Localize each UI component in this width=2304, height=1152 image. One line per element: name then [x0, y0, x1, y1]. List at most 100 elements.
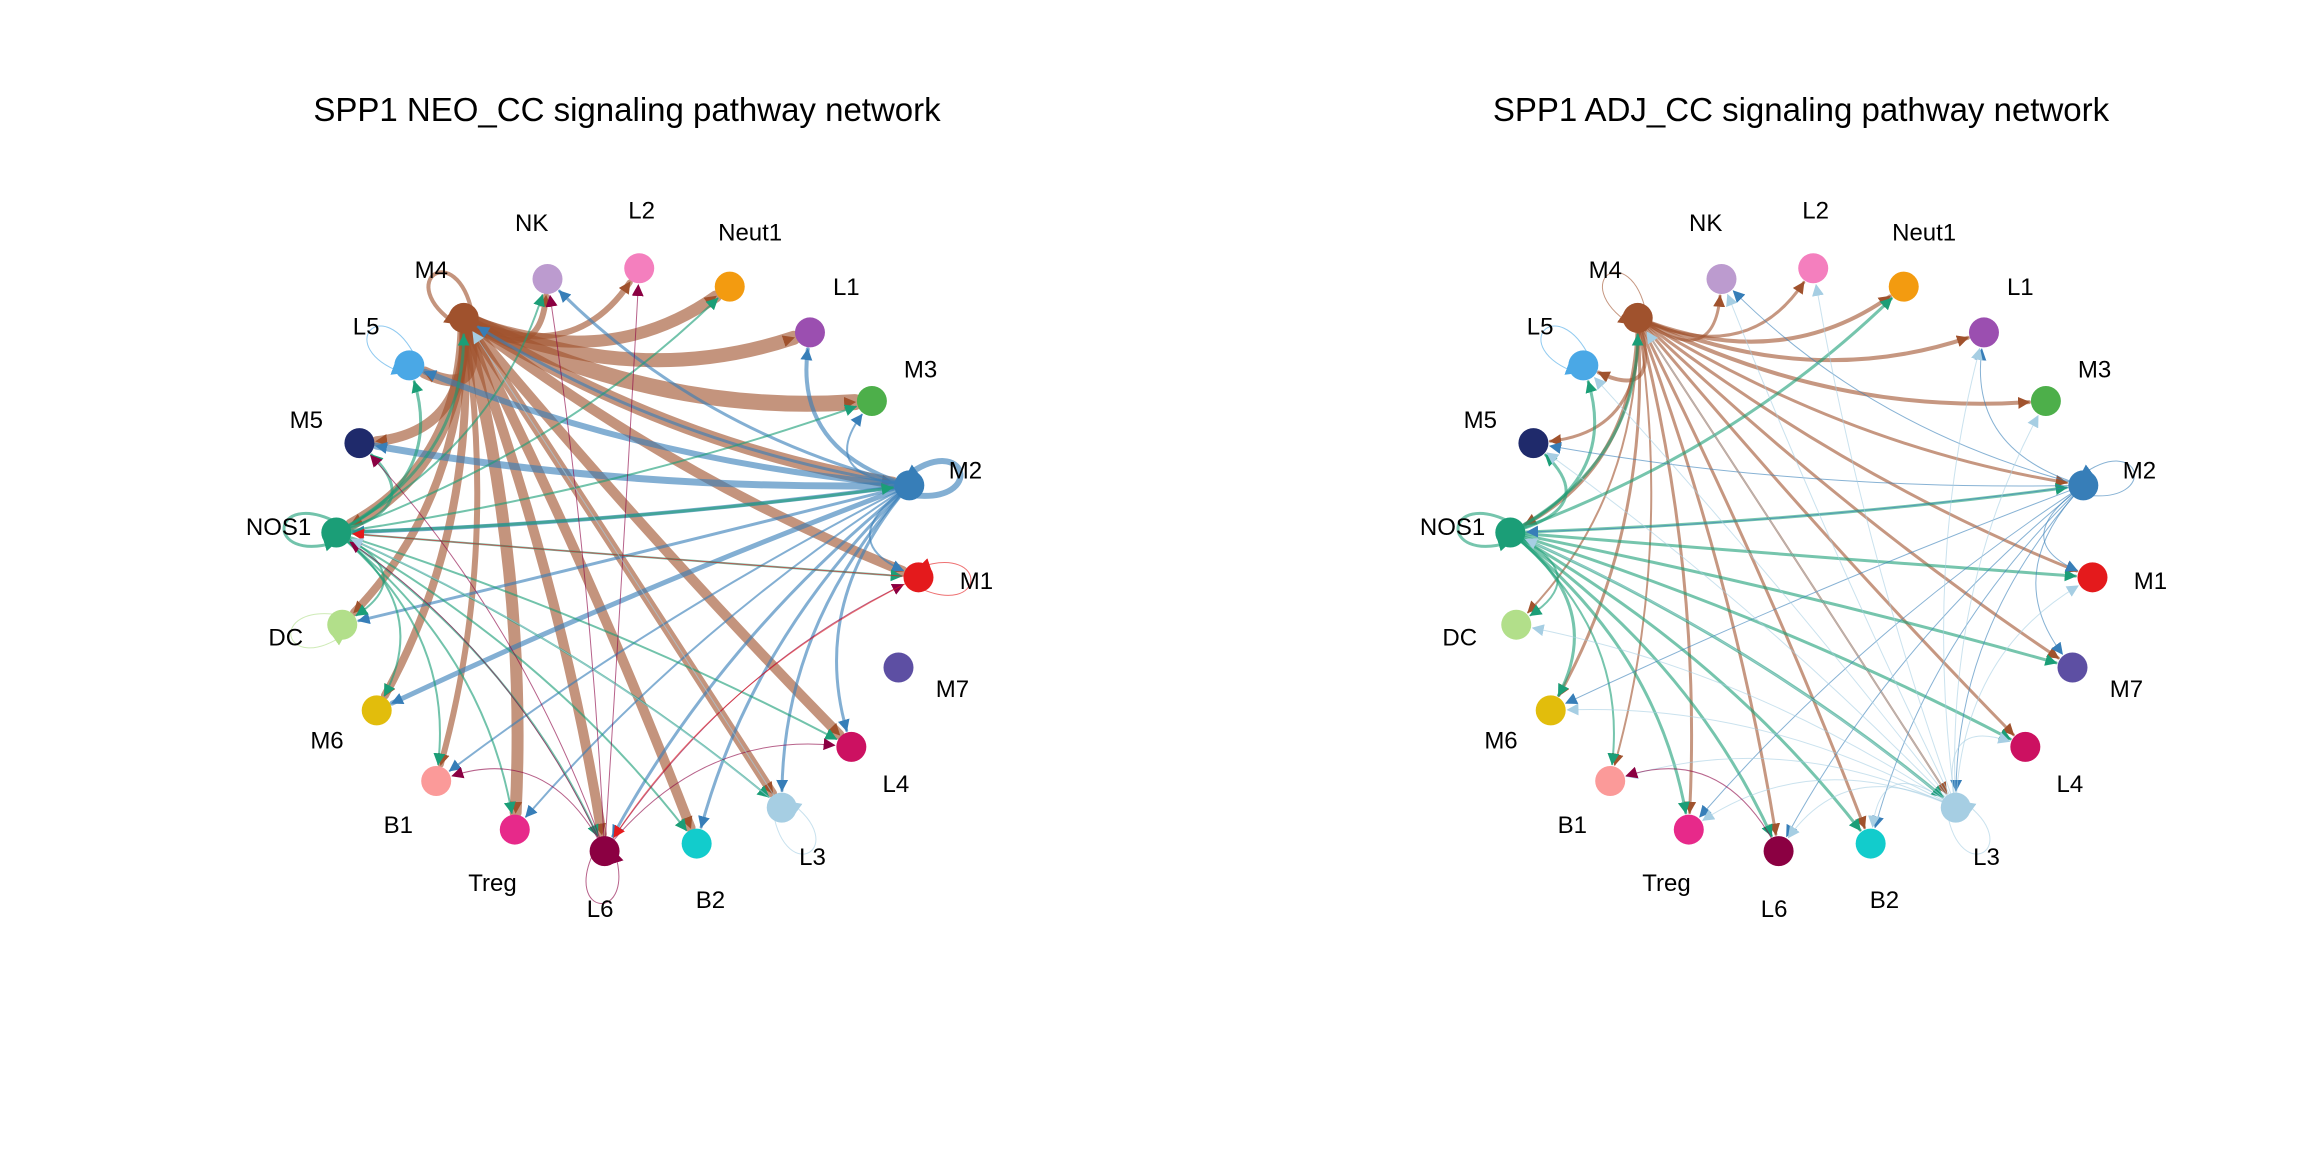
- edge-m4-to-b1: [1611, 316, 1653, 766]
- edge-m2-to-m2: [2079, 460, 2135, 497]
- edge-m2-to-m4: [476, 325, 911, 487]
- edge-m1-to-l6: [613, 576, 919, 838]
- node-nos1: [321, 517, 352, 548]
- node-m6: [1535, 695, 1566, 726]
- node-label-b1: B1: [384, 812, 413, 839]
- node-b1: [1595, 766, 1626, 797]
- edge-m2-to-dc: [357, 483, 911, 625]
- node-label-l1: L1: [2007, 274, 2034, 301]
- node-l6: [589, 836, 620, 867]
- edge-m2-to-l5: [422, 368, 913, 489]
- edge-m2-to-l3: [776, 483, 911, 793]
- node-m5: [1518, 428, 1549, 459]
- node-l2: [1798, 253, 1829, 284]
- node-l4: [836, 731, 867, 762]
- node-label-b2: B2: [696, 887, 725, 914]
- node-l4: [2010, 731, 2041, 762]
- node-m7: [2057, 652, 2088, 683]
- edge-m4-to-l4: [458, 312, 845, 740]
- node-label-treg: Treg: [468, 870, 516, 897]
- edge-m2-to-b2: [1872, 484, 2084, 829]
- edge-m4-to-m3: [1635, 315, 2031, 409]
- edge-m1-to-nos1: [352, 528, 919, 578]
- node-label-m3: M3: [904, 356, 937, 383]
- node-label-nos1: NOS1: [246, 514, 311, 541]
- node-label-m1: M1: [2134, 568, 2167, 595]
- node-label-m1: M1: [960, 568, 993, 595]
- edge-m2-to-m1: [868, 484, 911, 572]
- node-label-l4: L4: [883, 771, 910, 798]
- node-label-neut1: Neut1: [1892, 219, 1956, 246]
- edge-m4-to-m2: [1636, 316, 2069, 487]
- edge-nos1-to-treg: [335, 531, 516, 815]
- node-label-m4: M4: [1589, 257, 1622, 284]
- edge-l3-to-l5: [1593, 377, 1957, 809]
- node-l5: [394, 350, 425, 381]
- edge-nos1-to-l5: [1508, 380, 1598, 535]
- edge-l3-to-l1: [1943, 347, 1983, 809]
- edge-nos1-to-m1: [1508, 531, 2078, 582]
- node-nk: [532, 264, 563, 295]
- node-neut1: [1888, 271, 1919, 302]
- edge-nos1-to-neut1: [335, 297, 719, 534]
- edge-l3-to-nos1: [1524, 538, 1957, 809]
- edge-m2-to-nk: [1732, 290, 2084, 486]
- node-label-b2: B2: [1870, 887, 1899, 914]
- node-m5: [344, 428, 375, 459]
- edge-nos1-to-nos1: [282, 511, 339, 552]
- node-label-nos1: NOS1: [1420, 514, 1485, 541]
- edge-nos1-to-nos1: [1456, 511, 1513, 552]
- node-label-l6: L6: [587, 896, 614, 923]
- node-m4: [448, 302, 479, 333]
- edge-m2-to-l4: [835, 483, 911, 733]
- edge-m4-to-m4: [426, 270, 475, 326]
- node-m2: [894, 470, 925, 501]
- edge-m4-to-m7: [1636, 316, 2060, 660]
- edge-l3-to-m3: [1954, 414, 2039, 809]
- edge-l6-to-l4: [604, 738, 836, 852]
- edge-m2-to-l6: [1786, 484, 2084, 838]
- node-m3: [856, 385, 887, 416]
- node-label-l1: L1: [833, 274, 860, 301]
- edge-nos1-to-b2: [1508, 531, 1862, 832]
- panel-adj-cc: SPP1 ADJ_CC signaling pathway network M4…: [1420, 91, 2167, 923]
- edge-layer: [282, 270, 972, 904]
- edge-m2-to-m6: [389, 482, 912, 706]
- node-label-m4: M4: [415, 257, 448, 284]
- node-m3: [2030, 385, 2061, 416]
- edge-nos1-to-b2: [335, 531, 688, 832]
- edge-layer: [1456, 271, 2135, 855]
- edge-m2-to-m2: [903, 458, 964, 499]
- node-m4: [1622, 302, 1653, 333]
- node-l3: [1940, 792, 1971, 823]
- node-dc: [1501, 609, 1532, 640]
- edge-l3-to-m5: [1546, 452, 1957, 809]
- node-l1: [1968, 317, 1999, 348]
- edge-m4-to-b2: [1636, 316, 1867, 830]
- node-label-m7: M7: [936, 676, 969, 703]
- edge-m2-to-m5: [372, 442, 913, 490]
- node-m2: [2068, 470, 2099, 501]
- node-label-l4: L4: [2057, 771, 2084, 798]
- edge-nos1-to-l5: [334, 380, 424, 535]
- node-label-m6: M6: [1484, 727, 1517, 754]
- edge-m4-to-l1: [1635, 315, 1970, 363]
- edge-l3-to-l3: [772, 801, 817, 855]
- panel-title-adj-cc: SPP1 ADJ_CC signaling pathway network: [1493, 91, 2110, 128]
- edge-m2-to-nk: [557, 289, 911, 487]
- node-label-nk: NK: [515, 210, 548, 237]
- node-label-treg: Treg: [1642, 870, 1690, 897]
- edge-nos1-to-m3: [335, 404, 857, 534]
- edge-l3-to-m4: [472, 331, 783, 809]
- edge-nos1-to-m7: [1508, 531, 2058, 666]
- node-m7: [883, 652, 914, 683]
- node-l5: [1568, 350, 1599, 381]
- node-dc: [327, 609, 358, 640]
- edge-l3-to-nos1: [350, 538, 783, 809]
- node-label-l5: L5: [353, 314, 380, 341]
- edge-m2-to-treg: [524, 484, 911, 818]
- edge-nos1-to-neut1: [1508, 296, 1894, 535]
- node-m1: [2077, 562, 2108, 593]
- edge-dc-to-dc: [290, 613, 346, 649]
- edge-nos1-to-m2: [334, 483, 894, 535]
